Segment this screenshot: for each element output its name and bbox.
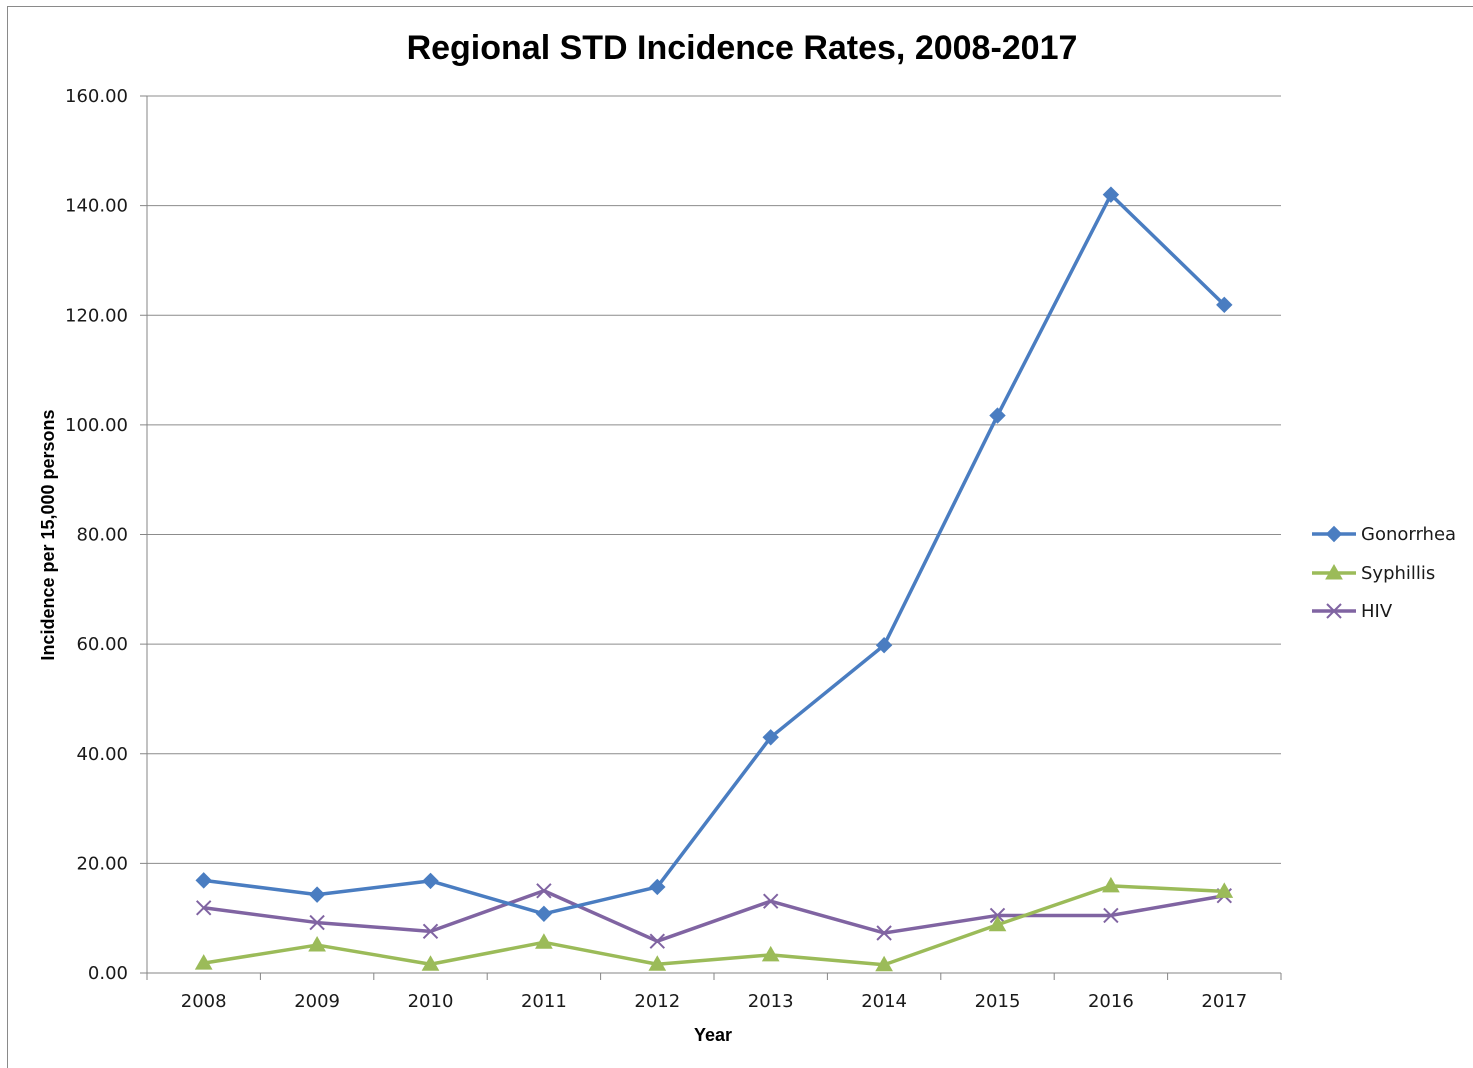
point-hiv-2010-stroke-b [422,923,439,940]
y-tick-label-3: 60.00 [76,634,128,655]
point-syphillis-2008 [194,954,213,970]
series-layer [194,186,1234,972]
point-hiv-2011-stroke-b [536,883,552,899]
legend: Gonorrhea Syphillis HIV [1312,524,1456,622]
y-tick-label-1: 20.00 [76,853,128,874]
point-hiv-2014-stroke-b [876,925,892,941]
point-hiv-2015 [989,907,1006,924]
point-syphillis-2016 [1102,876,1120,893]
x-tick-label-2010: 2010 [408,991,454,1012]
point-syphillis-2015 [988,915,1007,932]
y-axis-title: Incidence per 15,000 persons [38,409,58,660]
point-gonorrhea-2011 [535,905,553,923]
point-hiv-2014 [876,925,892,941]
y-tick-label-7: 140.00 [65,196,128,217]
legend-item-gonorrhea: Gonorrhea [1312,524,1456,545]
point-gonorrhea-2014 [875,637,893,654]
point-hiv-2011 [536,883,552,899]
chart-title: Regional STD Incidence Rates, 2008-2017 [407,29,1078,67]
point-hiv-2009 [309,914,325,931]
y-tick-label-8: 160.00 [65,86,128,107]
series-line-gonorrhea [203,192,1226,916]
x-tick-label-2011: 2011 [521,991,567,1012]
point-syphillis-2011 [535,933,553,949]
point-gonorrhea-2010 [422,872,439,890]
x-tick-labels: 2008 2009 2010 2011 2012 2013 2014 2015 2016 2017 [146,973,1282,1012]
y-tick-labels: 0.00 20.00 40.00 60.00 80.00 100.00 120.00 140.… [65,86,128,984]
point-gonorrhea-2013 [762,729,779,746]
y-tick-label-4: 80.00 [76,525,128,546]
legend-item-syphillis: Syphillis [1312,563,1435,584]
legend-marker-gonorrhea [1325,525,1343,543]
x-tick-label-2014: 2014 [861,991,907,1012]
legend-marker-hiv-stroke-b [1326,603,1342,619]
point-gonorrhea-2008 [195,872,212,889]
point-syphillis-2017 [1215,882,1234,898]
point-hiv-2012-stroke-b [649,933,666,949]
legend-label-syphillis: Syphillis [1361,563,1435,584]
point-hiv-2008-stroke-b [195,900,212,916]
x-axis-title: Year [694,1025,732,1045]
y-tick-label-6: 120.00 [65,305,128,326]
y-tick-label-5: 100.00 [65,415,128,436]
point-hiv-2009-stroke-b [309,914,325,931]
legend-marker-hiv [1326,603,1342,619]
point-gonorrhea-2015 [989,407,1006,424]
point-gonorrhea-2009 [308,886,326,903]
legend-label-hiv: HIV [1361,601,1393,622]
point-syphillis-2010 [421,955,440,971]
x-tick-label-2016: 2016 [1088,991,1134,1012]
point-hiv-2010 [422,923,439,940]
y-tick-label-0: 0.00 [88,963,128,984]
point-gonorrhea-2012 [649,878,666,896]
point-gonorrhea-2017 [1216,296,1233,314]
point-hiv-2008 [195,900,212,916]
point-hiv-2012 [649,933,666,949]
x-tick-label-2015: 2015 [975,991,1021,1012]
point-hiv-2016-stroke-b [1103,907,1119,924]
x-tick-label-2009: 2009 [294,991,340,1012]
point-syphillis-2013 [761,945,780,962]
legend-item-hiv: HIV [1312,601,1393,622]
y-tick-label-2: 40.00 [76,744,128,765]
point-syphillis-2014 [875,955,893,972]
point-hiv-2013-stroke-b [762,893,779,909]
x-tick-label-2008: 2008 [181,991,227,1012]
point-syphillis-2012 [648,955,667,971]
series-line-hiv [203,889,1225,943]
point-hiv-2016 [1103,907,1119,924]
series-gonorrhea [195,186,1233,923]
legend-marker-syphillis [1325,563,1343,580]
x-tick-label-2017: 2017 [1201,991,1247,1012]
series-syphillis [194,876,1234,972]
point-gonorrhea-2016 [1102,186,1120,203]
gridlines [140,95,1281,974]
legend-label-gonorrhea: Gonorrhea [1361,524,1456,545]
point-hiv-2013 [762,893,779,909]
series-line-syphillis [203,884,1225,967]
point-syphillis-2009 [308,936,326,952]
point-hiv-2015-stroke-b [989,907,1006,924]
x-tick-label-2012: 2012 [634,991,680,1012]
series-hiv [195,883,1233,949]
x-tick-label-2013: 2013 [748,991,794,1012]
